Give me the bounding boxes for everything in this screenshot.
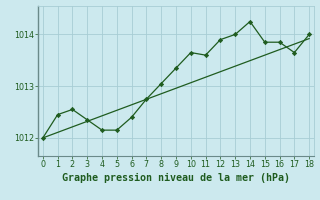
X-axis label: Graphe pression niveau de la mer (hPa): Graphe pression niveau de la mer (hPa) (62, 173, 290, 183)
